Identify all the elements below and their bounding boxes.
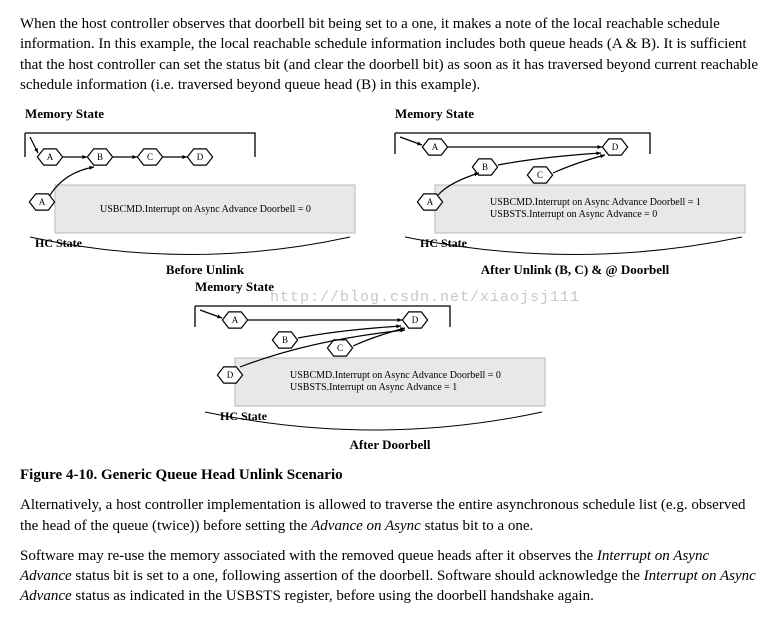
- svg-text:A: A: [232, 315, 239, 325]
- panel3-svg: ADBC D HC State USBCMD.Interrupt on Asyn…: [190, 300, 590, 432]
- panel1-caption: Before Unlink: [20, 261, 390, 279]
- status-line: USBCMD.Interrupt on Async Advance Doorbe…: [490, 197, 701, 208]
- svg-text:B: B: [97, 152, 103, 162]
- figure-diagrams: Memory State A B C D A HC State USBCMD.Inte…: [20, 105, 760, 453]
- panel-before-unlink: Memory State ABCD A HC State USBCMD.Inte…: [20, 105, 390, 278]
- text: status as indicated in the USBSTS regist…: [72, 588, 594, 604]
- svg-text:A: A: [427, 197, 434, 207]
- status-line: USBSTS.Interrupt on Async Advance = 0: [490, 209, 657, 220]
- status-line: USBSTS.Interrupt on Async Advance = 1: [290, 382, 457, 393]
- status-line: USBCMD.Interrupt on Async Advance Doorbe…: [290, 370, 501, 381]
- svg-text:D: D: [227, 370, 234, 380]
- svg-text:A: A: [39, 197, 46, 207]
- memory-state-label: Memory State: [195, 278, 590, 296]
- hc-state-label: HC State: [420, 236, 468, 250]
- diagram-row-1: Memory State A B C D A HC State USBCMD.Inte…: [20, 105, 760, 278]
- body-paragraph-2: Alternatively, a host controller impleme…: [20, 495, 760, 536]
- body-paragraph-1: When the host controller observes that d…: [20, 14, 760, 95]
- svg-text:B: B: [482, 162, 488, 172]
- svg-text:C: C: [537, 170, 543, 180]
- memory-state-label: Memory State: [25, 105, 390, 123]
- panel2-svg: A D B C A HC State USBCMD.Interrupt on Asyn…: [390, 127, 750, 257]
- text: status bit to a one.: [421, 518, 534, 534]
- text: status bit is set to a one, following as…: [72, 568, 644, 584]
- svg-text:D: D: [612, 142, 619, 152]
- italic-term: Advance on Async: [311, 518, 421, 534]
- diagram-row-2: Memory State http://blog.csdn.net/xiaojs…: [20, 278, 760, 453]
- text: Software may re-use the memory associate…: [20, 548, 597, 564]
- panel1-svg: ABCD A HC State USBCMD.Interrupt on Asyn…: [20, 127, 360, 257]
- svg-text:C: C: [337, 343, 343, 353]
- svg-text:C: C: [147, 152, 153, 162]
- memory-state-label: Memory State: [395, 105, 760, 123]
- panel2-caption: After Unlink (B, C) & @ Doorbell: [390, 261, 760, 279]
- figure-caption: Figure 4-10. Generic Queue Head Unlink S…: [20, 465, 760, 485]
- svg-text:A: A: [432, 142, 439, 152]
- panel-after-doorbell: Memory State http://blog.csdn.net/xiaojs…: [190, 278, 590, 453]
- panel-after-unlink: Memory State A D B C A HC State USBCMD.Inte…: [390, 105, 760, 278]
- svg-text:A: A: [47, 152, 54, 162]
- svg-text:D: D: [412, 315, 419, 325]
- status-line: USBCMD.Interrupt on Async Advance Doorbe…: [100, 204, 311, 215]
- svg-text:D: D: [197, 152, 204, 162]
- svg-text:B: B: [282, 335, 288, 345]
- body-paragraph-3: Software may re-use the memory associate…: [20, 546, 760, 607]
- panel3-caption: After Doorbell: [190, 436, 590, 454]
